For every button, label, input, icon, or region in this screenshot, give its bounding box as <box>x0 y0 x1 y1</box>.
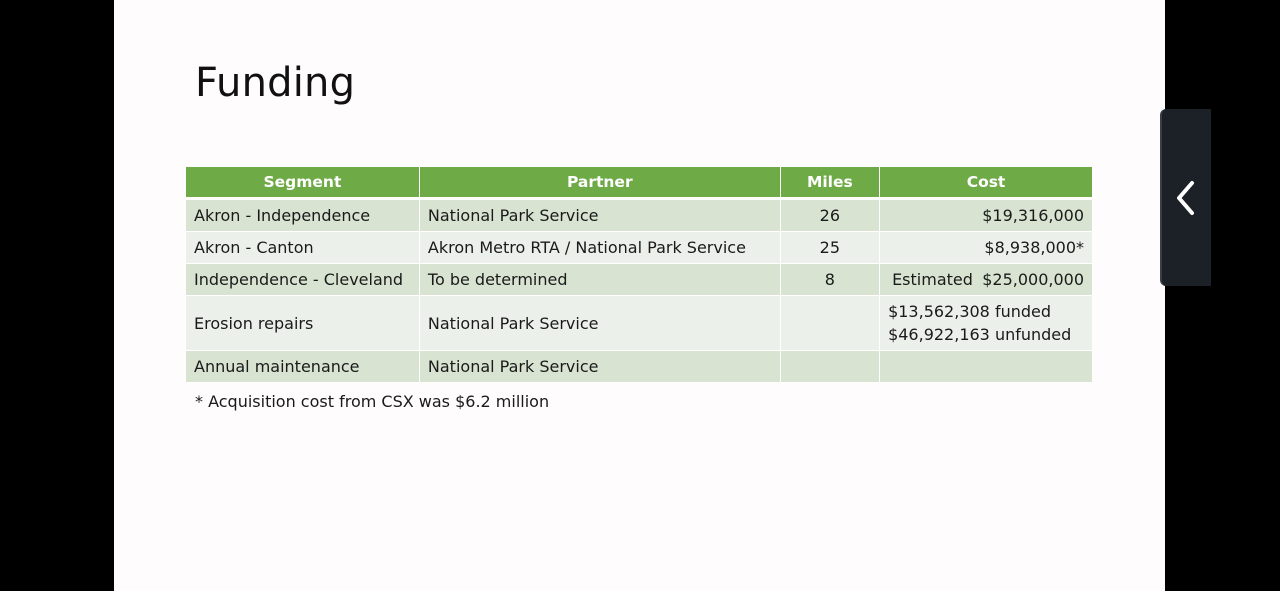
cell-partner: To be determined <box>419 263 781 296</box>
slide-title: Funding <box>195 60 356 106</box>
cell-miles <box>780 350 881 383</box>
cell-cost: $19,316,000 <box>879 198 1092 232</box>
cell-miles: 25 <box>780 231 881 264</box>
cell-partner: Akron Metro RTA / National Park Service <box>419 231 781 264</box>
cell-cost: Estimated $25,000,000 <box>879 263 1092 296</box>
previous-slide-button[interactable] <box>1160 109 1211 286</box>
cell-partner: National Park Service <box>419 295 781 351</box>
cell-cost <box>879 350 1092 383</box>
cost-unfunded: $46,922,163 unfunded <box>888 325 1072 344</box>
table-header-row: Segment Partner Miles Cost <box>186 167 1092 200</box>
cost-estimate-label: Estimated <box>892 270 973 289</box>
cell-segment: Annual maintenance <box>186 350 420 383</box>
cost-funded: $13,562,308 funded <box>888 302 1052 321</box>
cell-segment: Erosion repairs <box>186 295 420 351</box>
table-row: Annual maintenance National Park Service <box>186 350 1092 383</box>
cell-miles: 8 <box>780 263 881 296</box>
table-row: Erosion repairs National Park Service $1… <box>186 295 1092 351</box>
header-miles: Miles <box>780 167 881 200</box>
chevron-left-icon <box>1176 180 1194 215</box>
header-partner: Partner <box>419 167 781 200</box>
cell-miles: 26 <box>780 198 881 232</box>
cell-cost: $8,938,000* <box>879 231 1092 264</box>
cell-partner: National Park Service <box>419 198 781 232</box>
cell-segment: Independence - Cleveland <box>186 263 420 296</box>
header-cost: Cost <box>879 167 1092 200</box>
cell-segment: Akron - Canton <box>186 231 420 264</box>
header-segment: Segment <box>186 167 420 200</box>
cell-miles <box>780 295 881 351</box>
cell-partner: National Park Service <box>419 350 781 383</box>
table-row: Independence - Cleveland To be determine… <box>186 263 1092 296</box>
cell-segment: Akron - Independence <box>186 198 420 232</box>
table-row: Akron - Independence National Park Servi… <box>186 198 1092 232</box>
cell-cost: $13,562,308 funded $46,922,163 unfunded <box>879 295 1092 351</box>
slide: Funding Segment Partner Miles Cost Akron… <box>114 0 1165 591</box>
cost-value: $25,000,000 <box>982 270 1084 289</box>
footnote: * Acquisition cost from CSX was $6.2 mil… <box>195 392 550 411</box>
funding-table: Segment Partner Miles Cost Akron - Indep… <box>186 167 1092 383</box>
table-row: Akron - Canton Akron Metro RTA / Nationa… <box>186 231 1092 264</box>
